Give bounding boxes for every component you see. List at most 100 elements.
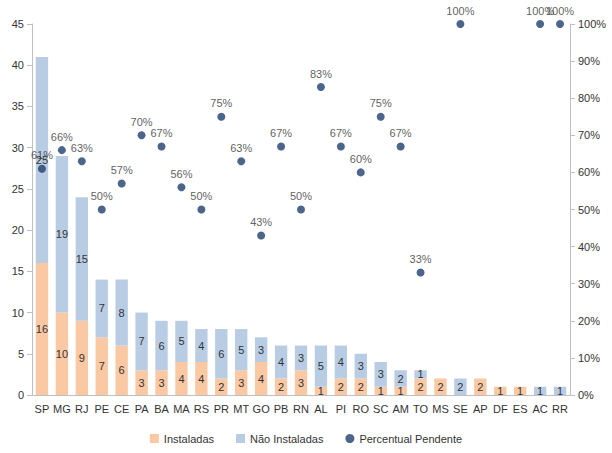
svg-text:75%: 75% — [370, 97, 392, 109]
svg-text:1: 1 — [517, 385, 523, 397]
svg-text:AP: AP — [473, 403, 488, 415]
svg-text:63%: 63% — [230, 142, 252, 154]
svg-text:40: 40 — [12, 59, 24, 71]
svg-text:20: 20 — [12, 224, 24, 236]
svg-text:19: 19 — [56, 228, 68, 240]
svg-text:7: 7 — [99, 302, 105, 314]
svg-text:0%: 0% — [578, 389, 594, 401]
svg-text:16: 16 — [36, 323, 48, 335]
svg-text:PR: PR — [214, 403, 229, 415]
svg-text:DF: DF — [493, 403, 508, 415]
svg-text:3: 3 — [298, 377, 304, 389]
svg-text:3: 3 — [378, 368, 384, 380]
svg-text:67%: 67% — [270, 127, 292, 139]
svg-text:4: 4 — [258, 373, 264, 385]
svg-text:SE: SE — [453, 403, 468, 415]
svg-text:4: 4 — [198, 373, 204, 385]
svg-text:BA: BA — [154, 403, 169, 415]
svg-text:83%: 83% — [310, 68, 332, 80]
svg-text:43%: 43% — [250, 216, 272, 228]
svg-text:3: 3 — [238, 377, 244, 389]
svg-text:67%: 67% — [151, 127, 173, 139]
svg-text:2: 2 — [417, 381, 423, 393]
svg-text:4: 4 — [198, 340, 204, 352]
svg-text:PB: PB — [274, 403, 289, 415]
svg-text:40%: 40% — [578, 241, 600, 253]
svg-text:Instaladas: Instaladas — [164, 433, 215, 445]
svg-text:30%: 30% — [578, 278, 600, 290]
svg-text:5: 5 — [18, 348, 24, 360]
svg-text:7: 7 — [139, 335, 145, 347]
svg-text:56%: 56% — [170, 168, 192, 180]
svg-text:MA: MA — [173, 403, 190, 415]
svg-text:1: 1 — [378, 385, 384, 397]
svg-text:4: 4 — [338, 356, 344, 368]
svg-text:7: 7 — [99, 360, 105, 372]
svg-text:RO: RO — [353, 403, 370, 415]
svg-text:20%: 20% — [578, 315, 600, 327]
svg-text:MS: MS — [432, 403, 449, 415]
svg-text:1: 1 — [417, 368, 423, 380]
svg-text:60%: 60% — [578, 166, 600, 178]
svg-text:RN: RN — [293, 403, 309, 415]
svg-text:2: 2 — [338, 381, 344, 393]
svg-text:2: 2 — [398, 373, 404, 385]
svg-text:45: 45 — [12, 18, 24, 30]
svg-text:2: 2 — [278, 381, 284, 393]
svg-text:SP: SP — [35, 403, 50, 415]
svg-text:2: 2 — [358, 381, 364, 393]
svg-text:3: 3 — [158, 377, 164, 389]
svg-text:3: 3 — [258, 344, 264, 356]
svg-text:PA: PA — [135, 403, 150, 415]
svg-text:63%: 63% — [71, 142, 93, 154]
svg-text:100%: 100% — [446, 5, 474, 17]
svg-text:5: 5 — [178, 335, 184, 347]
svg-text:35: 35 — [12, 100, 24, 112]
svg-text:3: 3 — [358, 360, 364, 372]
svg-text:CE: CE — [114, 403, 129, 415]
svg-text:70%: 70% — [578, 129, 600, 141]
svg-text:9: 9 — [79, 352, 85, 364]
svg-text:30: 30 — [12, 142, 24, 154]
svg-text:100%: 100% — [578, 18, 606, 30]
svg-text:2: 2 — [477, 381, 483, 393]
svg-text:1: 1 — [497, 385, 503, 397]
svg-text:8: 8 — [119, 307, 125, 319]
svg-text:1: 1 — [318, 385, 324, 397]
svg-text:AM: AM — [392, 403, 409, 415]
svg-text:1: 1 — [398, 385, 404, 397]
svg-text:0: 0 — [18, 389, 24, 401]
svg-text:50%: 50% — [578, 204, 600, 216]
svg-text:10: 10 — [56, 348, 68, 360]
svg-text:90%: 90% — [578, 55, 600, 67]
svg-text:50%: 50% — [290, 190, 312, 202]
svg-text:67%: 67% — [330, 127, 352, 139]
svg-text:TO: TO — [413, 403, 429, 415]
svg-text:6: 6 — [218, 348, 224, 360]
svg-text:60%: 60% — [350, 153, 372, 165]
svg-text:80%: 80% — [578, 92, 600, 104]
svg-text:3: 3 — [139, 377, 145, 389]
svg-text:25: 25 — [12, 183, 24, 195]
svg-text:10: 10 — [12, 307, 24, 319]
svg-text:15: 15 — [76, 253, 88, 265]
svg-text:RJ: RJ — [75, 403, 88, 415]
svg-text:GO: GO — [253, 403, 271, 415]
svg-text:PI: PI — [336, 403, 346, 415]
svg-text:10%: 10% — [578, 352, 600, 364]
svg-text:Não Instaladas: Não Instaladas — [250, 433, 324, 445]
svg-text:2: 2 — [218, 381, 224, 393]
svg-text:RR: RR — [552, 403, 568, 415]
svg-text:50%: 50% — [91, 190, 113, 202]
svg-text:RS: RS — [194, 403, 209, 415]
svg-text:2: 2 — [457, 381, 463, 393]
svg-text:MG: MG — [53, 403, 71, 415]
svg-text:100%: 100% — [546, 5, 574, 17]
svg-text:66%: 66% — [51, 131, 73, 143]
svg-text:3: 3 — [298, 352, 304, 364]
svg-text:AL: AL — [314, 403, 327, 415]
svg-text:33%: 33% — [410, 253, 432, 265]
svg-text:6: 6 — [119, 364, 125, 376]
svg-text:PE: PE — [94, 403, 109, 415]
svg-text:61%: 61% — [31, 149, 53, 161]
